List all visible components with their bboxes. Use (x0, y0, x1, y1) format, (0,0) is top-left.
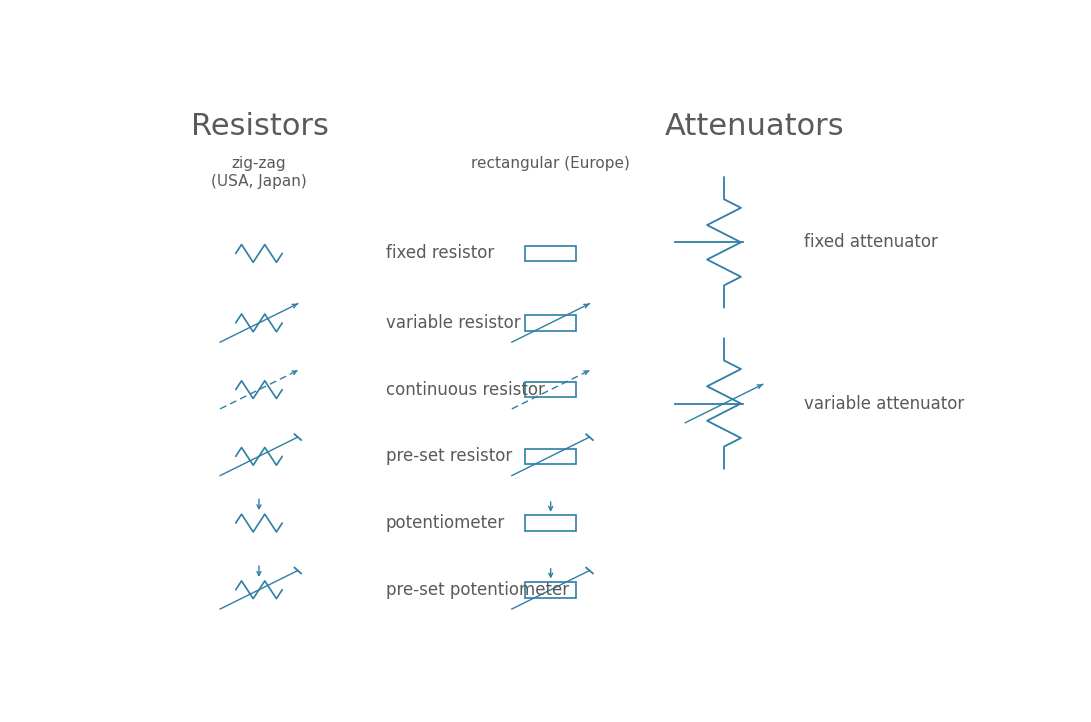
Text: fixed attenuator: fixed attenuator (804, 233, 938, 251)
Bar (525, 382, 576, 397)
Bar (525, 245, 576, 261)
Text: pre-set potentiometer: pre-set potentiometer (386, 580, 568, 599)
Text: potentiometer: potentiometer (386, 514, 505, 532)
Bar (525, 448, 576, 464)
Bar (525, 516, 576, 531)
Bar (525, 582, 576, 598)
Text: Attenuators: Attenuators (664, 112, 844, 141)
Text: variable attenuator: variable attenuator (804, 394, 964, 412)
Text: Resistors: Resistors (191, 112, 329, 141)
Text: fixed resistor: fixed resistor (386, 245, 494, 262)
Text: pre-set resistor: pre-set resistor (386, 448, 512, 466)
Text: continuous resistor: continuous resistor (386, 380, 544, 399)
Bar (525, 315, 576, 331)
Text: variable resistor: variable resistor (386, 314, 520, 332)
Text: rectangular (Europe): rectangular (Europe) (471, 156, 631, 171)
Text: zig-zag
(USA, Japan): zig-zag (USA, Japan) (211, 156, 307, 188)
